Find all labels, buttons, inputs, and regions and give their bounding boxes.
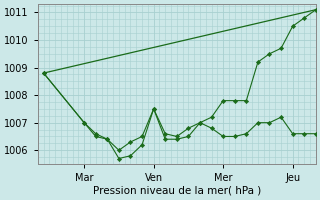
X-axis label: Pression niveau de la mer( hPa ): Pression niveau de la mer( hPa ) [93, 186, 261, 196]
